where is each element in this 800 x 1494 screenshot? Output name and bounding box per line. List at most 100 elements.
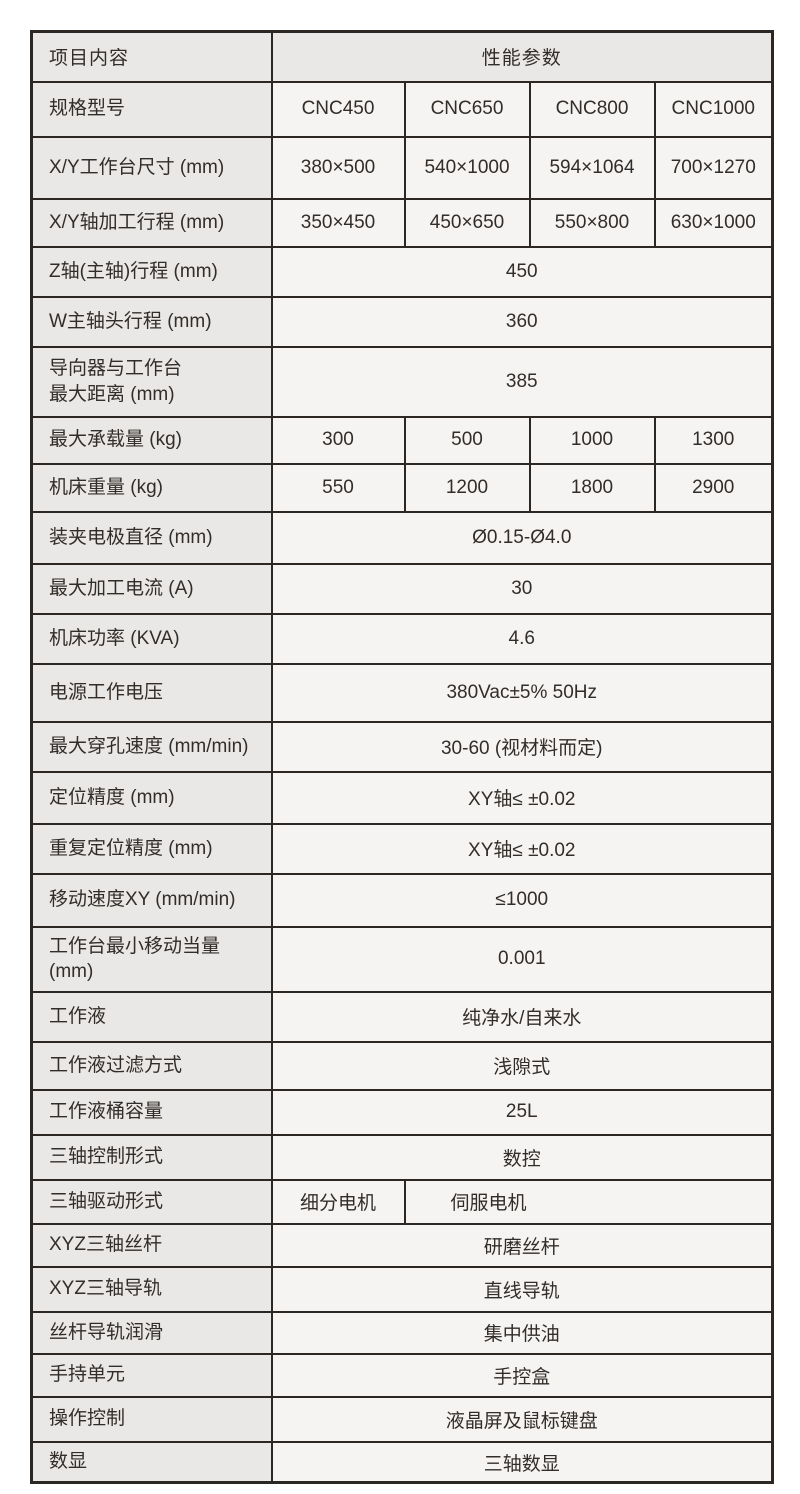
row-value: 450 [270, 245, 774, 298]
row-label: XYZ三轴导轨 [30, 1265, 273, 1313]
row-value: XY轴≤ ±0.02 [270, 770, 774, 825]
row-label: 规格型号 [30, 80, 273, 138]
row-value: 550 [270, 462, 406, 513]
spec-row: W主轴头行程 (mm) 360 [30, 295, 774, 348]
spec-row: X/Y工作台尺寸 (mm) 380×500 540×1000 594×1064 700×… [30, 135, 774, 200]
row-label: 最大加工电流 (A) [30, 562, 273, 615]
row-label: 电源工作电压 [30, 662, 273, 723]
spec-row: 移动速度XY (mm/min) ≤1000 [30, 872, 774, 928]
row-value: 1300 [653, 415, 774, 465]
row-value: XY轴≤ ±0.02 [270, 822, 774, 875]
row-value: 2900 [653, 462, 774, 513]
spec-row: 定位精度 (mm) XY轴≤ ±0.02 [30, 770, 774, 825]
row-value: 300 [270, 415, 406, 465]
row-value: 450×650 [403, 197, 531, 248]
row-value: 纯净水/自来水 [270, 990, 774, 1043]
row-label: 机床重量 (kg) [30, 462, 273, 513]
spec-row: 机床功率 (KVA) 4.6 [30, 612, 774, 665]
row-label: 最大承载量 (kg) [30, 415, 273, 465]
row-value: 4.6 [270, 612, 774, 665]
spec-row: 最大承载量 (kg) 300 500 1000 1300 [30, 415, 774, 465]
row-value: 细分电机 [270, 1178, 406, 1225]
row-value: 360 [270, 295, 774, 348]
row-label: X/Y工作台尺寸 (mm) [30, 135, 273, 200]
row-label: XYZ三轴丝杆 [30, 1222, 273, 1268]
row-label: 重复定位精度 (mm) [30, 822, 273, 875]
row-value: 380×500 [270, 135, 406, 200]
row-value: CNC800 [528, 80, 656, 138]
spec-table-body: 项目内容 性能参数 规格型号 CNC450 CNC650 CNC800 CNC1000 X… [30, 30, 774, 1484]
row-label: 三轴驱动形式 [30, 1178, 273, 1225]
spec-row: 三轴控制形式 数控 [30, 1133, 774, 1181]
row-value: 385 [270, 345, 774, 418]
spec-row: X/Y轴加工行程 (mm) 350×450 450×650 550×800 630×10… [30, 197, 774, 248]
spec-row: 电源工作电压 380Vac±5% 50Hz [30, 662, 774, 723]
row-label: W主轴头行程 (mm) [30, 295, 273, 348]
header-item-content: 项目内容 [30, 30, 273, 83]
spec-row: Z轴(主轴)行程 (mm) 450 [30, 245, 774, 298]
row-value: 25L [270, 1088, 774, 1136]
row-value: 0.001 [270, 925, 774, 993]
header-performance-params: 性能参数 [270, 30, 774, 83]
row-label: 工作液 [30, 990, 273, 1043]
spec-row: 装夹电极直径 (mm) Ø0.15-Ø4.0 [30, 510, 774, 565]
spec-row: 工作液桶容量 25L [30, 1088, 774, 1136]
spec-row: 数显 三轴数显 [30, 1440, 774, 1484]
row-value: 380Vac±5% 50Hz [270, 662, 774, 723]
row-value: 630×1000 [653, 197, 774, 248]
spec-row: 导向器与工作台 最大距离 (mm) 385 [30, 345, 774, 418]
row-value: 液晶屏及鼠标键盘 [270, 1395, 774, 1443]
row-value: Ø0.15-Ø4.0 [270, 510, 774, 565]
row-value: 700×1270 [653, 135, 774, 200]
spec-row: 规格型号 CNC450 CNC650 CNC800 CNC1000 [30, 80, 774, 138]
row-value: 550×800 [528, 197, 656, 248]
spec-row: 最大穿孔速度 (mm/min) 30-60 (视材料而定) [30, 720, 774, 773]
spec-row: 操作控制 液晶屏及鼠标键盘 [30, 1395, 774, 1443]
spec-row: 丝杆导轨润滑 集中供油 [30, 1310, 774, 1355]
spec-sheet: 项目内容 性能参数 规格型号 CNC450 CNC650 CNC800 CNC1000 X… [30, 30, 775, 1485]
spec-row: 机床重量 (kg) 550 1200 1800 2900 [30, 462, 774, 513]
spec-row: XYZ三轴丝杆 研磨丝杆 [30, 1222, 774, 1268]
row-label: 丝杆导轨润滑 [30, 1310, 273, 1355]
row-value: 30 [270, 562, 774, 615]
spec-row: 三轴驱动形式 细分电机 伺服电机 [30, 1178, 774, 1225]
row-label: Z轴(主轴)行程 (mm) [30, 245, 273, 298]
spec-row: 工作台最小移动当量 (mm) 0.001 [30, 925, 774, 993]
header-row: 项目内容 性能参数 [30, 30, 774, 83]
spec-row: 最大加工电流 (A) 30 [30, 562, 774, 615]
row-value: 1200 [403, 462, 531, 513]
row-label: 手持单元 [30, 1352, 273, 1398]
row-value: ≤1000 [270, 872, 774, 928]
row-value: 浅隙式 [270, 1040, 774, 1091]
row-value: 1000 [528, 415, 656, 465]
row-label: 工作液过滤方式 [30, 1040, 273, 1091]
row-value: CNC450 [270, 80, 406, 138]
spec-row: XYZ三轴导轨 直线导轨 [30, 1265, 774, 1313]
row-label: 装夹电极直径 (mm) [30, 510, 273, 565]
row-value: 594×1064 [528, 135, 656, 200]
row-label: 操作控制 [30, 1395, 273, 1443]
row-label: 移动速度XY (mm/min) [30, 872, 273, 928]
row-value: 350×450 [270, 197, 406, 248]
row-value: 伺服电机 [403, 1178, 774, 1225]
row-label: 数显 [30, 1440, 273, 1484]
spec-row: 工作液过滤方式 浅隙式 [30, 1040, 774, 1091]
row-value: 30-60 (视材料而定) [270, 720, 774, 773]
row-value: 直线导轨 [270, 1265, 774, 1313]
row-value: CNC1000 [653, 80, 774, 138]
row-label: 三轴控制形式 [30, 1133, 273, 1181]
spec-row: 工作液 纯净水/自来水 [30, 990, 774, 1043]
row-value: 数控 [270, 1133, 774, 1181]
row-label: 工作台最小移动当量 (mm) [30, 925, 273, 993]
row-value: 研磨丝杆 [270, 1222, 774, 1268]
row-value: 集中供油 [270, 1310, 774, 1355]
row-value: 500 [403, 415, 531, 465]
row-value: 540×1000 [403, 135, 531, 200]
row-label: 导向器与工作台 最大距离 (mm) [30, 345, 273, 418]
row-value: 1800 [528, 462, 656, 513]
spec-table: 项目内容 性能参数 规格型号 CNC450 CNC650 CNC800 CNC1000 X… [30, 30, 775, 1485]
row-value: 三轴数显 [270, 1440, 774, 1484]
row-label: 定位精度 (mm) [30, 770, 273, 825]
row-label: 工作液桶容量 [30, 1088, 273, 1136]
row-value: CNC650 [403, 80, 531, 138]
